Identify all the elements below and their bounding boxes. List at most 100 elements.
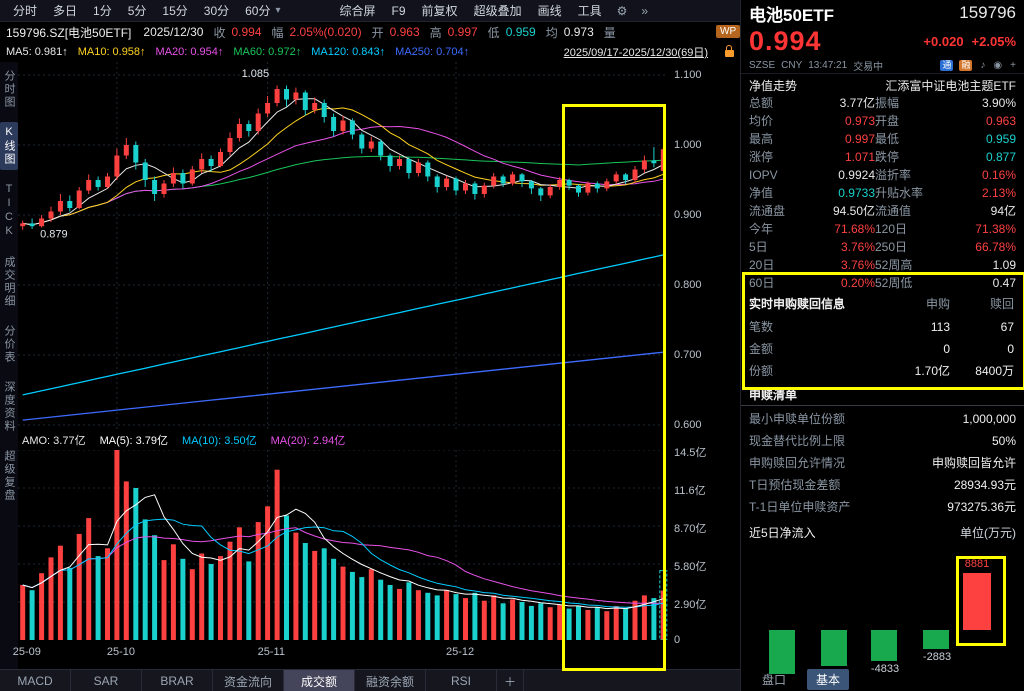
exchange-label: SZSE bbox=[749, 60, 776, 71]
amo-item-0: AMO: 3.77亿 bbox=[22, 435, 86, 447]
redemption-list: 最小申赎单位份额 1,000,000 现金替代比例上限 50% 申购赎回允许情况 申购赎回… bbox=[741, 408, 1024, 518]
toolbar-menu-2[interactable]: 前复权 bbox=[421, 4, 458, 18]
wp-badge[interactable]: WP bbox=[716, 25, 741, 38]
stat-label: 净值 bbox=[749, 186, 774, 200]
quote-field-label-0: 收 bbox=[213, 25, 226, 40]
left-rail-item-3[interactable]: 成交明细 bbox=[3, 256, 15, 308]
stat-value: 0.959 bbox=[985, 132, 1016, 146]
indicator-tab-3[interactable]: 资金流向 bbox=[213, 670, 284, 691]
toolbar-menu-0[interactable]: 综合屏 bbox=[339, 4, 376, 18]
indicator-tab-4[interactable]: 成交额 bbox=[284, 670, 355, 691]
chevron-down-icon[interactable]: ▾ bbox=[275, 5, 281, 16]
left-rail-item-0[interactable]: 分时图 bbox=[3, 70, 15, 109]
stat-label: 今年 bbox=[749, 222, 774, 236]
toolbar-period-2[interactable]: 1分 bbox=[93, 4, 112, 18]
stat-value: 71.38% bbox=[975, 222, 1016, 236]
volume-tick-5: 0 bbox=[674, 634, 681, 646]
stat-value: 0.47 bbox=[992, 276, 1016, 290]
stat-label: 均价 bbox=[749, 114, 774, 128]
left-rail-item-5[interactable]: 深度资料 bbox=[3, 381, 15, 433]
add-icon[interactable]: + bbox=[1010, 60, 1016, 71]
flow-label-3: -2883 bbox=[922, 651, 952, 663]
stat-label: 5日 bbox=[749, 240, 768, 254]
stat-value: 3.77亿 bbox=[839, 96, 875, 110]
toolbar-menu-3[interactable]: 超级叠加 bbox=[473, 4, 522, 18]
stat-label: 开盘 bbox=[875, 114, 900, 128]
toolbar-period-6[interactable]: 60分 bbox=[245, 4, 271, 18]
toolbar-menu-4[interactable]: 画线 bbox=[537, 4, 562, 18]
x-tick-0: 25-09 bbox=[12, 646, 41, 658]
toolbar-menu-1[interactable]: F9 bbox=[391, 3, 406, 18]
left-rail-item-2[interactable]: TICK bbox=[3, 183, 15, 239]
toolbar-period-3[interactable]: 5分 bbox=[127, 4, 147, 18]
toolbar-period-5[interactable]: 30分 bbox=[203, 4, 230, 18]
quote-field-label-4: 低 bbox=[487, 25, 500, 40]
indicator-tab-1[interactable]: SAR bbox=[71, 670, 142, 691]
amo-indicator-bar: AMO: 3.77亿 MA(5): 3.79亿 MA(10): 3.50亿 MA(20… bbox=[22, 431, 345, 449]
subscription-row-2: 份额 1.70亿 8400万 bbox=[741, 360, 1024, 382]
indicator-tab-0[interactable]: MACD bbox=[0, 670, 71, 691]
toolbar-menu-5[interactable]: 工具 bbox=[577, 4, 602, 18]
volume-chart[interactable] bbox=[18, 450, 668, 640]
redemption-row-0: 最小申赎单位份额 1,000,000 bbox=[741, 408, 1024, 430]
price-tick-5: 0.600 bbox=[674, 419, 702, 432]
subscription-row-label: 份额 bbox=[749, 364, 774, 378]
quote-field-value-0: 0.994 bbox=[231, 25, 262, 39]
volume-tick-2: 8.70亿 bbox=[674, 523, 707, 535]
right-panel: 电池50ETF 159796 0.994 +0.020 +2.05% SZSE … bbox=[740, 0, 1024, 691]
nav-trend-link[interactable]: 净值走势 bbox=[749, 78, 798, 93]
stat-label: 120日 bbox=[875, 222, 908, 236]
currency-label: CNY bbox=[781, 60, 803, 71]
unlock-icon[interactable] bbox=[725, 44, 734, 57]
right-tab-1[interactable]: 基本 bbox=[807, 669, 850, 690]
chart-annotation-1: 0.879 bbox=[40, 228, 68, 240]
stat-row: 涨停 1.071 跌停 0.877 bbox=[741, 148, 1024, 166]
stat-row: 60日 0.20% 52周低 0.47 bbox=[741, 274, 1024, 292]
redemption-row-value: 申购赎回皆允许 bbox=[931, 456, 1016, 470]
gear-icon[interactable]: ⚙ bbox=[616, 3, 628, 18]
more-chevrons-icon[interactable]: » bbox=[641, 3, 649, 18]
ma-item-4: MA120: 0.843↑ bbox=[311, 46, 386, 58]
subscription-col-buy: 申购 bbox=[925, 297, 950, 311]
stat-label: 流通值 bbox=[875, 204, 912, 218]
stat-label: IOPV bbox=[749, 168, 778, 182]
toolbar-period-1[interactable]: 多日 bbox=[53, 4, 78, 18]
stat-row: IOPV 0.9924 溢折率 0.16% bbox=[741, 166, 1024, 184]
bell-icon[interactable]: ♪ bbox=[980, 60, 986, 71]
flows-title: 近5日净流入 bbox=[749, 526, 816, 540]
redemption-list-title[interactable]: 申赎清单 bbox=[741, 384, 1024, 406]
toolbar-period-4[interactable]: 15分 bbox=[162, 4, 188, 18]
add-indicator-tab[interactable]: ＋ bbox=[497, 670, 524, 691]
redemption-row-value: 1,000,000 bbox=[962, 412, 1016, 426]
quote-field-value-5: 0.973 bbox=[563, 25, 594, 39]
quote-time: 13:47:21 bbox=[808, 60, 848, 71]
margin-badge: 融 bbox=[959, 60, 973, 71]
left-rail-item-4[interactable]: 分价表 bbox=[3, 325, 15, 364]
volume-tick-0: 14.5亿 bbox=[674, 447, 707, 459]
price-axis: 1.100 1.000 0.900 0.800 0.700 0.600 bbox=[674, 62, 734, 502]
left-rail-item-1[interactable]: K线图 bbox=[0, 122, 18, 170]
left-rail-item-6[interactable]: 超级复盘 bbox=[3, 450, 15, 502]
redemption-row-value: 28934.93元 bbox=[953, 478, 1016, 492]
quote-field-label-1: 幅 bbox=[271, 25, 284, 40]
subscription-col-sell: 赎回 bbox=[989, 297, 1014, 311]
stat-value: 94.50亿 bbox=[832, 204, 875, 218]
subscription-row-0: 笔数 113 67 bbox=[741, 316, 1024, 338]
amo-item-1: MA(5): 3.79亿 bbox=[99, 435, 169, 447]
subscription-sell-value: 67 bbox=[1000, 320, 1014, 334]
fund-name: 汇添富中证电池主题ETF bbox=[885, 78, 1016, 93]
top-toolbar: 分时 多日 1分 5分 15分 30分 60分 ▾ 综合屏 F9 前复权 超级叠加 画线 工具 ⚙ » bbox=[0, 0, 740, 22]
indicator-tab-2[interactable]: BRAR bbox=[142, 670, 213, 691]
candlestick-chart[interactable]: 1.085 0.879 bbox=[18, 62, 668, 430]
volume-axis: 14.5亿 11.6亿 8.70亿 5.80亿 2.90亿 0 bbox=[674, 447, 734, 691]
indicator-tab-6[interactable]: RSI bbox=[426, 670, 497, 691]
stat-row: 均价 0.973 开盘 0.963 bbox=[741, 112, 1024, 130]
stat-value: 0.963 bbox=[985, 114, 1016, 128]
connect-badge: 通 bbox=[940, 60, 954, 71]
indicator-tab-5[interactable]: 融资余额 bbox=[355, 670, 426, 691]
subscription-table: 笔数 113 67 金额 0 0 份额 1.70亿 8400万 bbox=[741, 316, 1024, 382]
date-range-selector[interactable]: 2025/09/17-2025/12/30(69日) bbox=[563, 47, 708, 59]
right-tab-0[interactable]: 盘口 bbox=[762, 673, 787, 687]
toolbar-period-0[interactable]: 分时 bbox=[13, 4, 38, 18]
eye-icon[interactable]: ◉ bbox=[993, 60, 1003, 71]
